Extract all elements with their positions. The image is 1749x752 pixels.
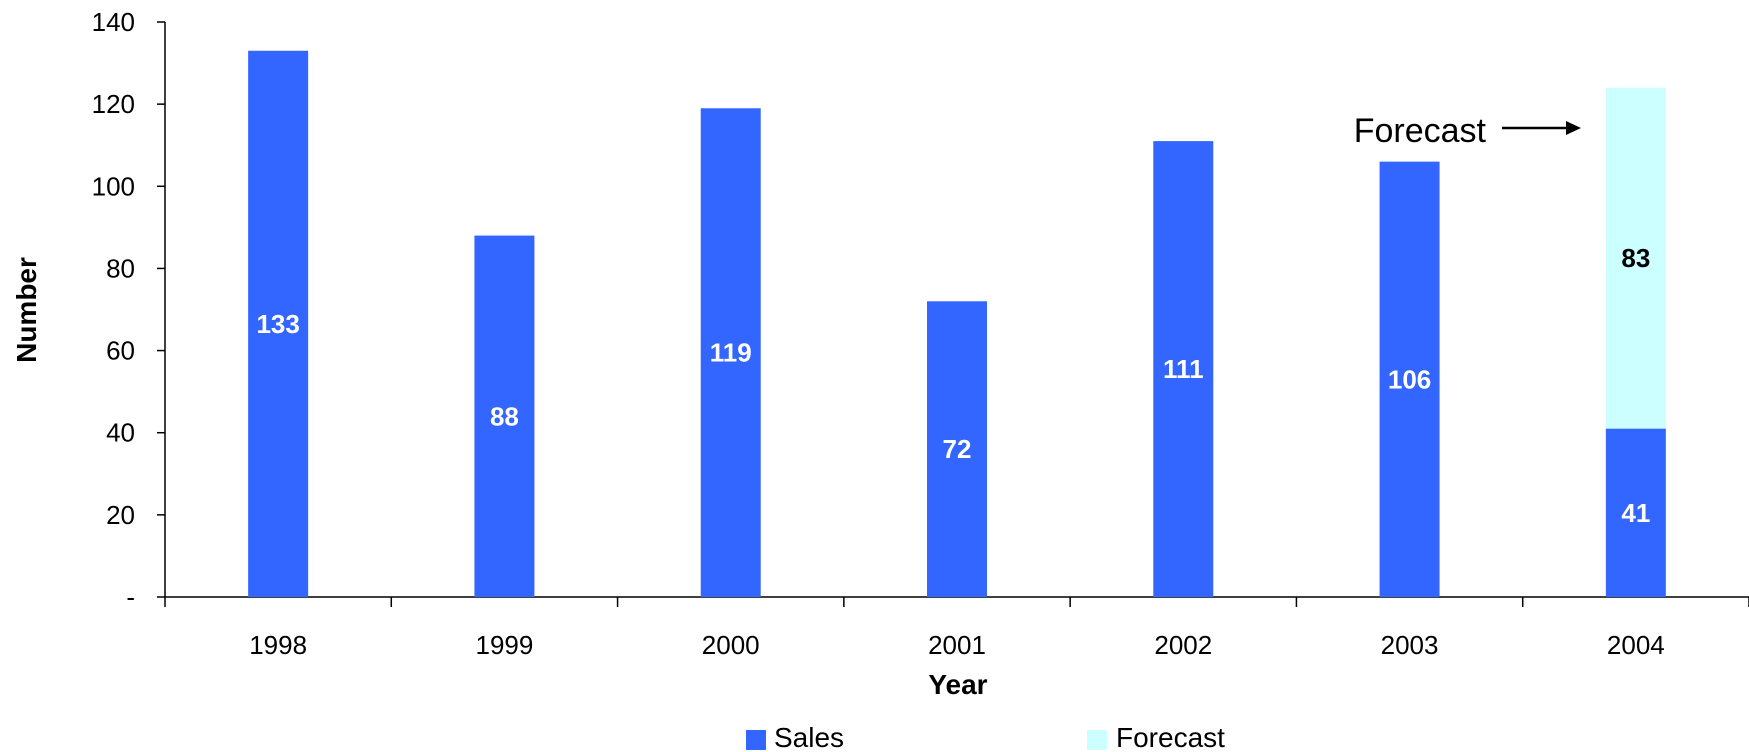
y-tick-label: 60 bbox=[106, 336, 135, 366]
bar-label-sales-2003: 106 bbox=[1388, 364, 1431, 394]
bar-label-sales-2001: 72 bbox=[943, 434, 972, 464]
y-tick-label: 40 bbox=[106, 418, 135, 448]
y-tick-label: 120 bbox=[92, 89, 135, 119]
legend-swatch-forecast bbox=[1087, 730, 1107, 750]
bar-label-sales-1999: 88 bbox=[490, 401, 519, 431]
bar-labels: 133 88 119 72 111 106 41 83 bbox=[256, 243, 1650, 528]
bar-sales-2003 bbox=[1379, 161, 1440, 597]
y-tick-label: - bbox=[126, 582, 135, 612]
bar-label-sales-2004: 41 bbox=[1621, 498, 1650, 528]
forecast-annotation-label: Forecast bbox=[1354, 112, 1487, 150]
bar-forecast-2004 bbox=[1605, 87, 1666, 429]
bars bbox=[248, 50, 1666, 598]
x-tick-label: 1998 bbox=[249, 630, 307, 660]
y-tick-label: 140 bbox=[92, 7, 135, 37]
x-tick-label: 2000 bbox=[702, 630, 760, 660]
x-tick-label: 2004 bbox=[1607, 630, 1665, 660]
bar-label-sales-2002: 111 bbox=[1163, 354, 1204, 384]
y-axis-ticks: - 20 40 60 80 100 120 140 bbox=[92, 7, 165, 612]
y-axis-title: Number bbox=[11, 257, 42, 363]
legend-label-forecast: Forecast bbox=[1116, 722, 1225, 752]
bar-sales-2002 bbox=[1153, 141, 1214, 597]
bar-sales-1998 bbox=[248, 50, 309, 597]
bar-label-sales-2000: 119 bbox=[710, 338, 752, 368]
legend-label-sales: Sales bbox=[774, 722, 844, 752]
y-tick-label: 20 bbox=[106, 500, 135, 530]
legend: Sales Forecast bbox=[746, 722, 1225, 752]
bar-sales-1999 bbox=[474, 235, 535, 598]
x-tick-label: 2003 bbox=[1381, 630, 1439, 660]
forecast-annotation: Forecast bbox=[1354, 112, 1581, 150]
x-tick-label: 1999 bbox=[476, 630, 534, 660]
bar-sales-2001 bbox=[927, 301, 987, 597]
bar-sales-2004 bbox=[1605, 428, 1666, 597]
legend-swatch-sales bbox=[746, 730, 766, 750]
x-tick-label: 2001 bbox=[928, 630, 986, 660]
bar-sales-2000 bbox=[700, 108, 761, 597]
x-axis-ticks: 1998 1999 2000 2001 2002 2003 2004 bbox=[164, 597, 1749, 660]
x-axis-title: Year bbox=[928, 669, 987, 700]
bar-label-forecast-2004: 83 bbox=[1621, 243, 1650, 273]
y-tick-label: 100 bbox=[92, 171, 135, 201]
arrowhead-icon bbox=[1566, 121, 1581, 135]
bar-label-sales-1998: 133 bbox=[256, 309, 299, 339]
x-tick-label: 2002 bbox=[1154, 630, 1212, 660]
y-tick-label: 80 bbox=[106, 253, 135, 283]
